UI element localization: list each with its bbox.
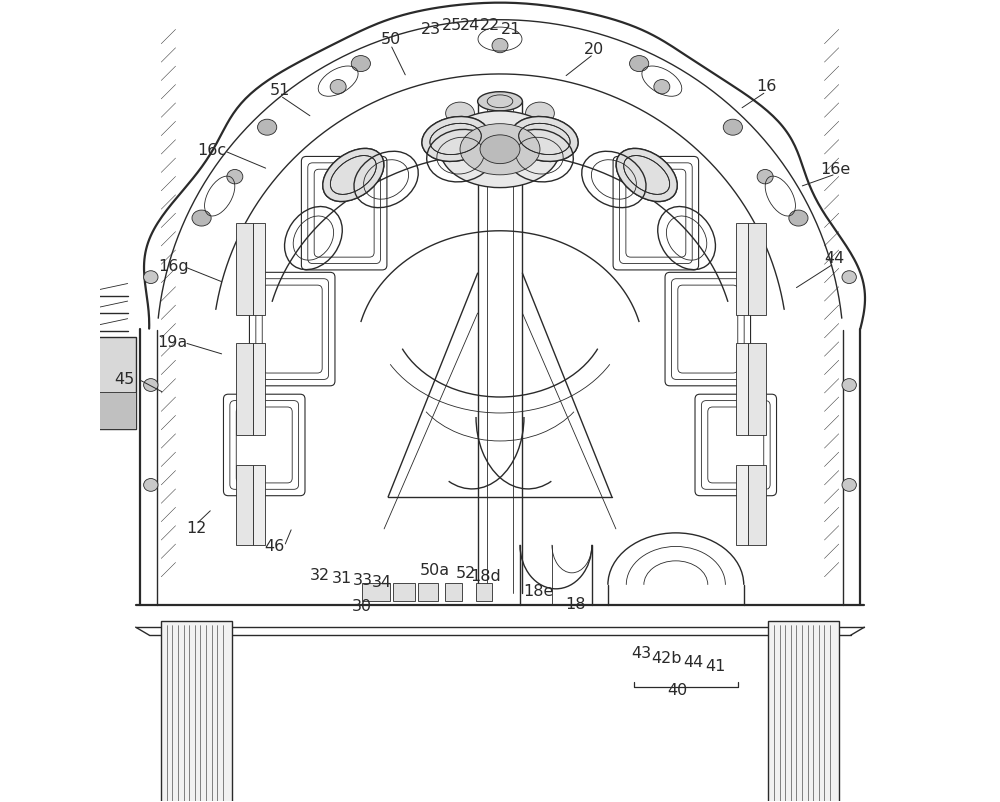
Bar (768, 621, 839, 802)
Ellipse shape (460, 124, 540, 175)
Text: 42b: 42b (651, 651, 681, 666)
Bar (476, 583, 492, 601)
Ellipse shape (499, 162, 507, 168)
Bar (253, 223, 265, 315)
Bar (64, 392, 136, 429)
Text: 52: 52 (456, 566, 476, 581)
Text: 40: 40 (667, 683, 688, 698)
Ellipse shape (492, 38, 508, 53)
Text: 18d: 18d (470, 569, 501, 585)
Ellipse shape (144, 271, 158, 284)
Ellipse shape (323, 148, 384, 201)
Ellipse shape (144, 379, 158, 391)
Text: 18e: 18e (523, 584, 554, 599)
Bar (236, 343, 253, 435)
Ellipse shape (351, 55, 370, 71)
Text: 21: 21 (501, 22, 521, 37)
Text: 19a: 19a (157, 335, 187, 350)
Ellipse shape (440, 111, 560, 188)
Ellipse shape (511, 116, 578, 161)
Ellipse shape (630, 55, 649, 71)
Bar (253, 343, 265, 435)
Text: 25: 25 (442, 18, 462, 33)
Ellipse shape (227, 169, 243, 184)
Bar (253, 465, 265, 545)
Ellipse shape (789, 210, 808, 226)
Text: 44: 44 (683, 655, 704, 670)
Bar (393, 583, 415, 601)
Ellipse shape (144, 479, 158, 492)
Bar (736, 343, 748, 435)
Bar (236, 223, 253, 315)
Ellipse shape (422, 116, 489, 161)
Bar (748, 465, 766, 545)
Ellipse shape (842, 271, 856, 284)
Ellipse shape (480, 135, 520, 164)
Text: 34: 34 (372, 575, 392, 590)
Bar (236, 465, 253, 545)
Text: 22: 22 (480, 18, 501, 33)
Text: 43: 43 (631, 646, 652, 661)
Ellipse shape (842, 379, 856, 391)
Ellipse shape (526, 102, 554, 124)
Text: 33: 33 (353, 573, 373, 589)
Ellipse shape (422, 116, 489, 161)
Text: 50: 50 (380, 32, 401, 47)
Ellipse shape (330, 79, 346, 94)
Ellipse shape (323, 148, 384, 201)
Text: 16g: 16g (159, 259, 189, 274)
Ellipse shape (616, 148, 677, 201)
Text: 18: 18 (565, 597, 585, 611)
Ellipse shape (493, 162, 501, 168)
Text: 16c: 16c (198, 144, 227, 158)
Ellipse shape (723, 119, 742, 136)
Text: 12: 12 (186, 521, 206, 537)
Ellipse shape (192, 210, 211, 226)
Ellipse shape (654, 79, 670, 94)
Text: 30: 30 (352, 599, 372, 614)
Ellipse shape (506, 162, 514, 168)
Text: 20: 20 (583, 42, 604, 57)
Ellipse shape (842, 479, 856, 492)
Text: 45: 45 (114, 372, 134, 387)
Bar (736, 465, 748, 545)
Text: 16e: 16e (821, 162, 851, 176)
Bar (418, 583, 438, 601)
Text: 24: 24 (460, 18, 481, 33)
Bar (445, 583, 462, 601)
Ellipse shape (511, 116, 578, 161)
Bar (161, 621, 232, 802)
Text: 23: 23 (420, 22, 441, 37)
Bar (736, 223, 748, 315)
Ellipse shape (486, 162, 494, 168)
Ellipse shape (446, 102, 474, 124)
Bar (748, 343, 766, 435)
Ellipse shape (616, 148, 677, 201)
Bar (64, 337, 136, 429)
Text: 51: 51 (270, 83, 290, 99)
Text: 46: 46 (264, 539, 285, 554)
Text: 44: 44 (824, 251, 844, 266)
Bar (362, 583, 390, 601)
Bar (748, 223, 766, 315)
Text: 50a: 50a (419, 563, 450, 578)
Text: 41: 41 (706, 658, 726, 674)
Text: 31: 31 (332, 571, 352, 586)
Text: 16: 16 (756, 79, 776, 95)
Ellipse shape (258, 119, 277, 136)
Ellipse shape (757, 169, 773, 184)
Ellipse shape (478, 91, 522, 111)
Text: 32: 32 (309, 568, 329, 583)
